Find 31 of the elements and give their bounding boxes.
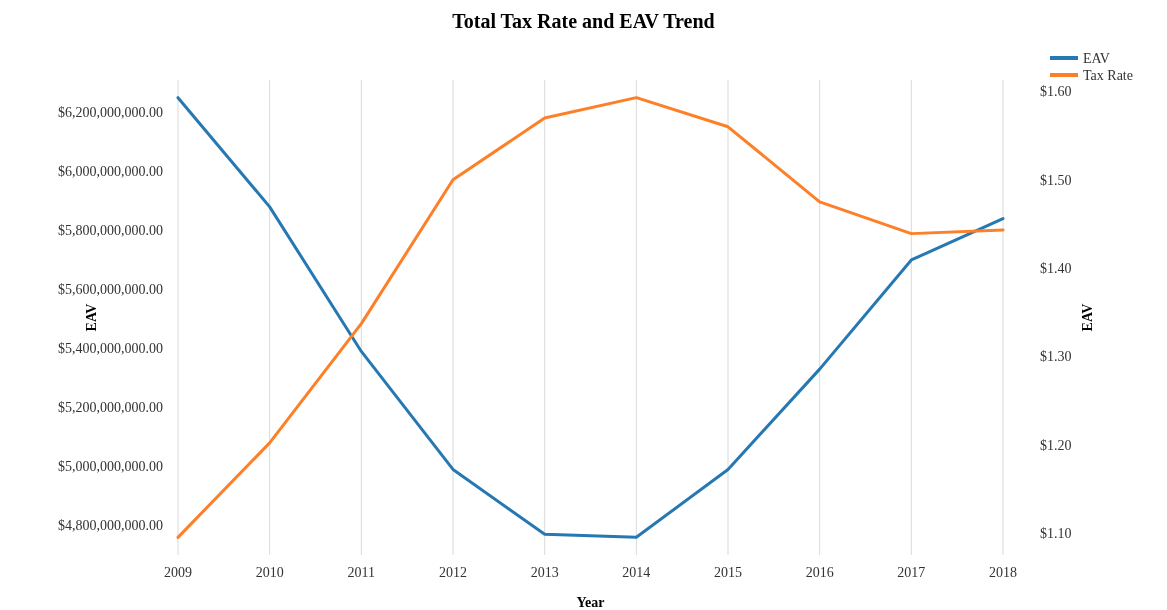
x-axis-title: Year: [576, 595, 605, 610]
y2-tick-label: $1.60: [1040, 84, 1072, 100]
line-series: [176, 96, 1005, 539]
x-tick-label: 2010: [255, 565, 284, 580]
x-tick-label: 2014: [622, 565, 651, 580]
y-tick-label: $4,800,000,000.00: [58, 518, 163, 534]
y-tick-label: $5,600,000,000.00: [58, 282, 163, 298]
chart-title: Total Tax Rate and EAV Trend: [452, 10, 715, 32]
y2-tick-label: $1.30: [1040, 349, 1072, 365]
y2-tick-label: $1.40: [1040, 260, 1072, 276]
y-tick-label: $5,200,000,000.00: [58, 400, 163, 416]
x-tick-label: 2011: [347, 565, 376, 580]
x-tick-label: 2013: [530, 565, 559, 580]
y-axis-title: EAV: [84, 303, 99, 332]
x-tick-label: 2016: [805, 565, 834, 580]
y2-tick-label: $1.20: [1040, 437, 1072, 453]
y-tick-label: $5,400,000,000.00: [58, 341, 163, 357]
x-tick-label: 2018: [989, 565, 1017, 580]
y-tick-label: $5,000,000,000.00: [58, 459, 163, 475]
y2-axis-title: EAV: [1080, 303, 1095, 332]
legend-label: EAV: [1083, 50, 1110, 66]
y-tick-label: $5,800,000,000.00: [58, 223, 163, 239]
y2-tick-label: $1.50: [1040, 172, 1072, 188]
x-tick-label: 2009: [164, 565, 192, 580]
y-tick-label: $6,000,000,000.00: [58, 164, 163, 180]
x-tick-label: 2015: [714, 565, 742, 580]
y-tick-label: $6,200,000,000.00: [58, 105, 163, 121]
legend-label: Tax Rate: [1083, 67, 1133, 83]
y2-tick-label: $1.10: [1040, 525, 1072, 541]
x-tick-label: 2017: [897, 565, 926, 580]
x-tick-label: 2012: [439, 565, 467, 580]
